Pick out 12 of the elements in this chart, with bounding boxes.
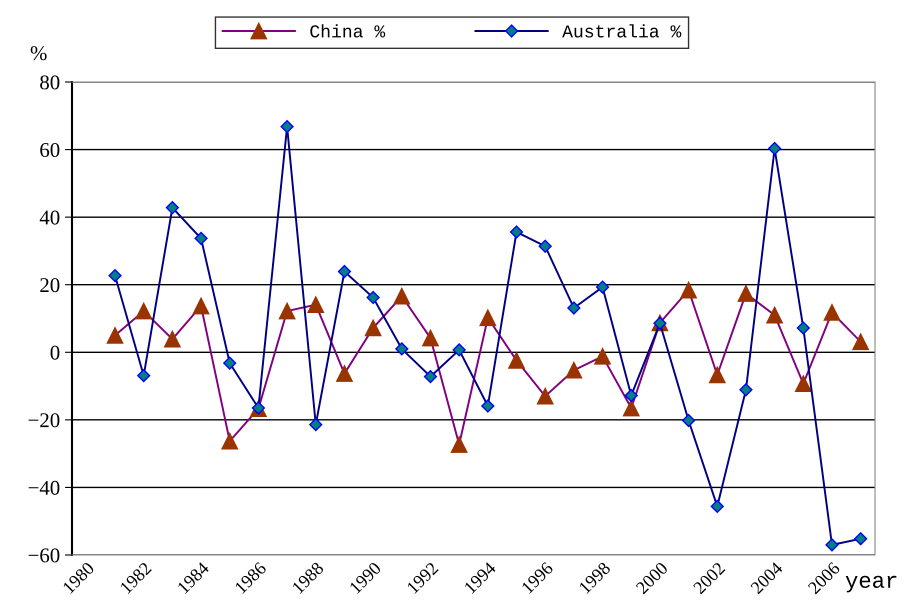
y-tick-label: −40 [28,480,60,495]
y-axis-title: % [30,46,47,60]
x-axis-title: year [846,576,896,592]
y-tick-label: 60 [40,142,60,158]
y-tick-label: −20 [28,413,60,428]
y-tick-label: 40 [40,210,60,225]
y-tick-label: 80 [40,75,60,90]
legend-label: Australia % [562,24,682,38]
y-tick-label: −60 [28,548,60,562]
legend-label: China % [310,24,386,38]
y-tick-label: 20 [40,278,60,292]
y-tick-label: 0 [50,346,60,360]
